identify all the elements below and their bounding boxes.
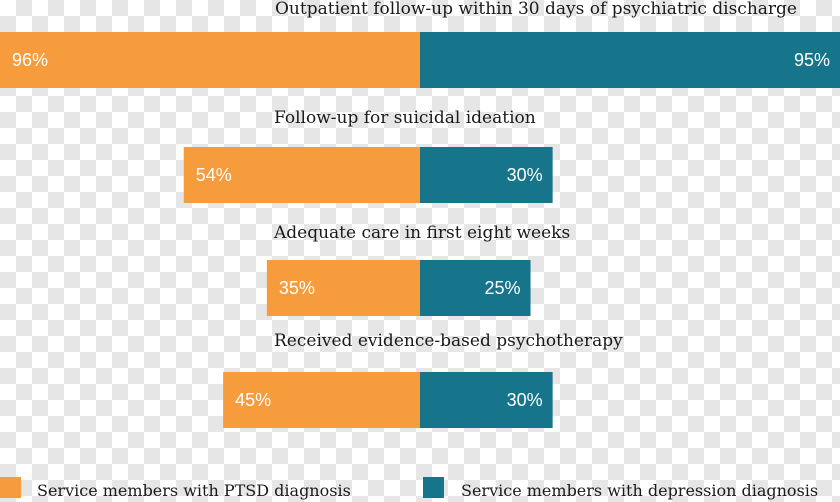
data-label-depression: 25% [484,278,520,298]
data-label-ptsd: 54% [196,165,232,185]
legend-label-depression: Service members with depression diagnosi… [461,481,818,500]
bar-ptsd [266,260,420,316]
legend-swatch-ptsd [0,477,21,498]
data-label-depression: 95% [794,50,830,70]
data-label-ptsd: 35% [279,278,315,298]
bar-depression [420,372,553,428]
bar-depression [420,32,840,88]
bar-depression [420,260,531,316]
data-label-depression: 30% [507,165,543,185]
data-label-ptsd: 45% [235,390,271,410]
category-label: Follow-up for suicidal ideation [274,108,536,128]
bar-depression [420,147,553,203]
data-label-depression: 30% [507,390,543,410]
category-label: Received evidence-based psychotherapy [274,331,623,351]
bar-ptsd [223,372,420,428]
bar-ptsd [0,32,420,88]
category-label: Adequate care in first eight weeks [273,223,570,243]
data-label-ptsd: 96% [12,50,48,70]
category-label: Outpatient follow-up within 30 days of p… [275,0,797,19]
bar-ptsd [183,147,420,203]
legend-swatch-depression [423,477,444,498]
legend-label-ptsd: Service members with PTSD diagnosis [37,481,351,500]
